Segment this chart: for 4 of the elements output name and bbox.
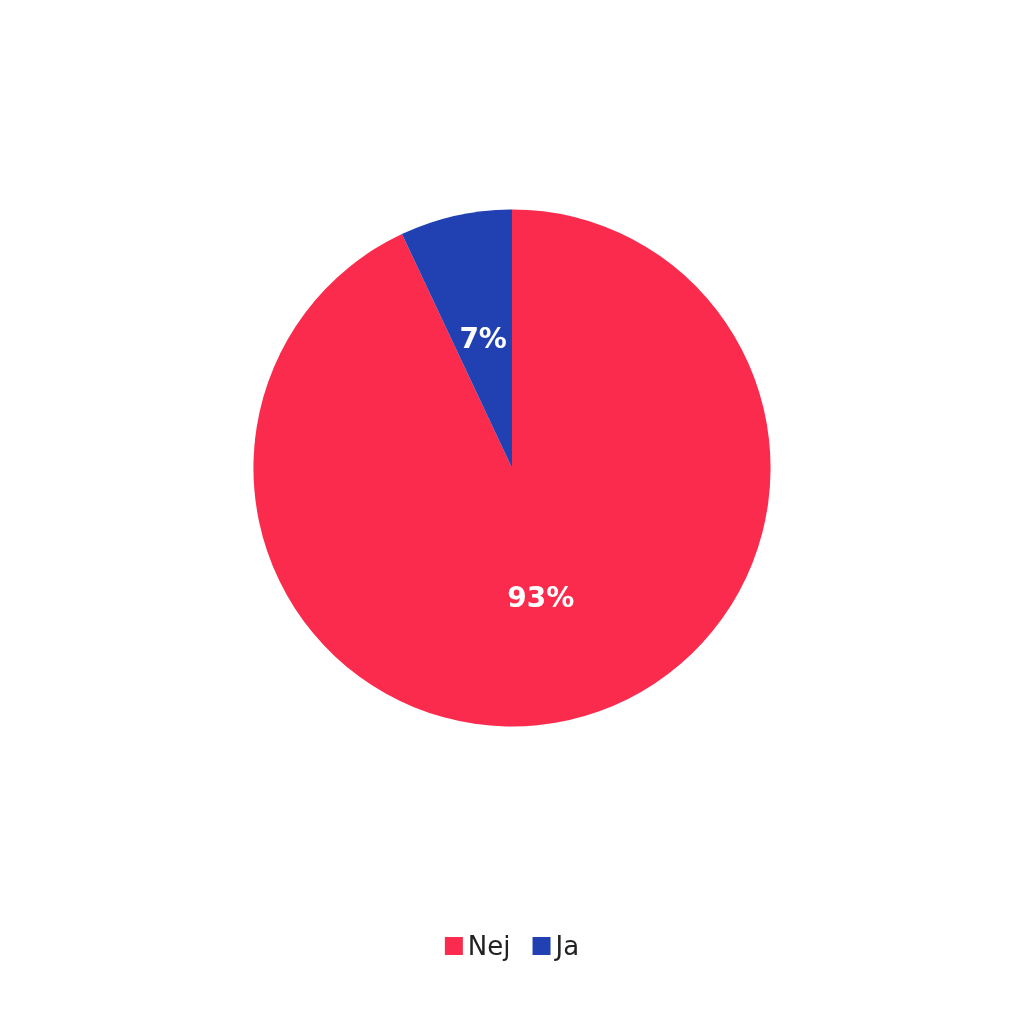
- legend-label: Nej: [467, 931, 511, 961]
- legend-label: Ja: [553, 931, 580, 961]
- data-label: 7%: [459, 322, 507, 356]
- data-label: 93%: [507, 580, 575, 614]
